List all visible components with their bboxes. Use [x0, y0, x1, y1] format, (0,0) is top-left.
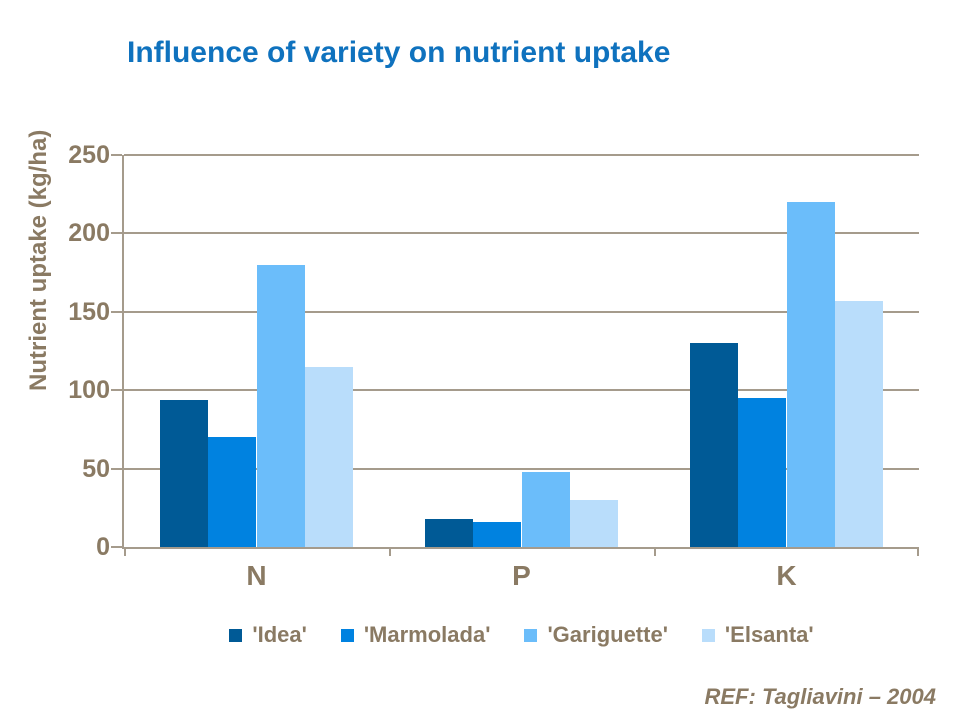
y-axis-line — [122, 155, 124, 549]
bar-P-Idea — [425, 519, 473, 547]
gridline — [124, 468, 919, 470]
gridline — [124, 389, 919, 391]
y-axis-tick — [111, 468, 122, 470]
y-tick-label: 200 — [68, 219, 110, 247]
bar-K-Elsanta — [835, 301, 883, 547]
x-axis-tick — [124, 547, 126, 556]
y-axis-tick — [111, 311, 122, 313]
x-axis-tick — [654, 547, 656, 556]
gridline — [124, 154, 919, 156]
bar-P-Elsanta — [570, 500, 618, 547]
plot-area: 0 50 100 150 200 250 N P K — [68, 141, 919, 591]
legend-item: 'Idea' — [229, 622, 307, 648]
legend-swatch — [701, 628, 715, 642]
y-axis-tick — [111, 389, 122, 391]
y-tick-label: 100 — [68, 376, 110, 404]
legend-label: 'Idea' — [252, 622, 307, 647]
bar-K-Marmolada — [738, 398, 786, 547]
bar-N-Gariguette — [257, 265, 305, 547]
ref-citation: REF: Tagliavini – 2004 — [704, 684, 937, 709]
legend: 'Idea' 'Marmolada' 'Gariguette' 'Elsanta' — [124, 622, 919, 648]
legend-item: 'Elsanta' — [701, 622, 814, 648]
category-label: K — [776, 560, 797, 591]
bar-K-Idea — [690, 343, 738, 547]
bar-P-Gariguette — [522, 472, 570, 547]
bar-K-Gariguette — [787, 202, 835, 547]
legend-item: 'Gariguette' — [524, 622, 668, 648]
legend-swatch — [229, 628, 243, 642]
y-axis-tick — [111, 546, 122, 548]
legend-swatch — [340, 628, 354, 642]
bar-N-Idea — [160, 400, 208, 547]
x-axis-line — [122, 547, 919, 549]
y-tick-label: 250 — [68, 141, 110, 169]
legend-label: 'Marmolada' — [363, 622, 491, 647]
category-label: P — [512, 560, 531, 591]
y-tick-label: 150 — [68, 298, 110, 326]
y-tick-label: 0 — [96, 533, 110, 561]
y-axis-tick — [111, 154, 122, 156]
bar-N-Marmolada — [208, 437, 256, 547]
legend-label: 'Elsanta' — [724, 622, 814, 647]
bar-N-Elsanta — [305, 367, 353, 547]
category-label: N — [246, 560, 267, 591]
bar-P-Marmolada — [473, 522, 521, 547]
x-axis-tick — [389, 547, 391, 556]
legend-label: 'Gariguette' — [547, 622, 668, 647]
gridline — [124, 311, 919, 313]
y-tick-label: 50 — [82, 455, 110, 483]
chart-title: Influence of variety on nutrient uptake — [127, 36, 671, 69]
legend-swatch — [524, 628, 538, 642]
x-axis-tick — [917, 547, 919, 556]
y-axis-tick — [111, 232, 122, 234]
legend-item: 'Marmolada' — [340, 622, 491, 648]
gridline — [124, 232, 919, 234]
